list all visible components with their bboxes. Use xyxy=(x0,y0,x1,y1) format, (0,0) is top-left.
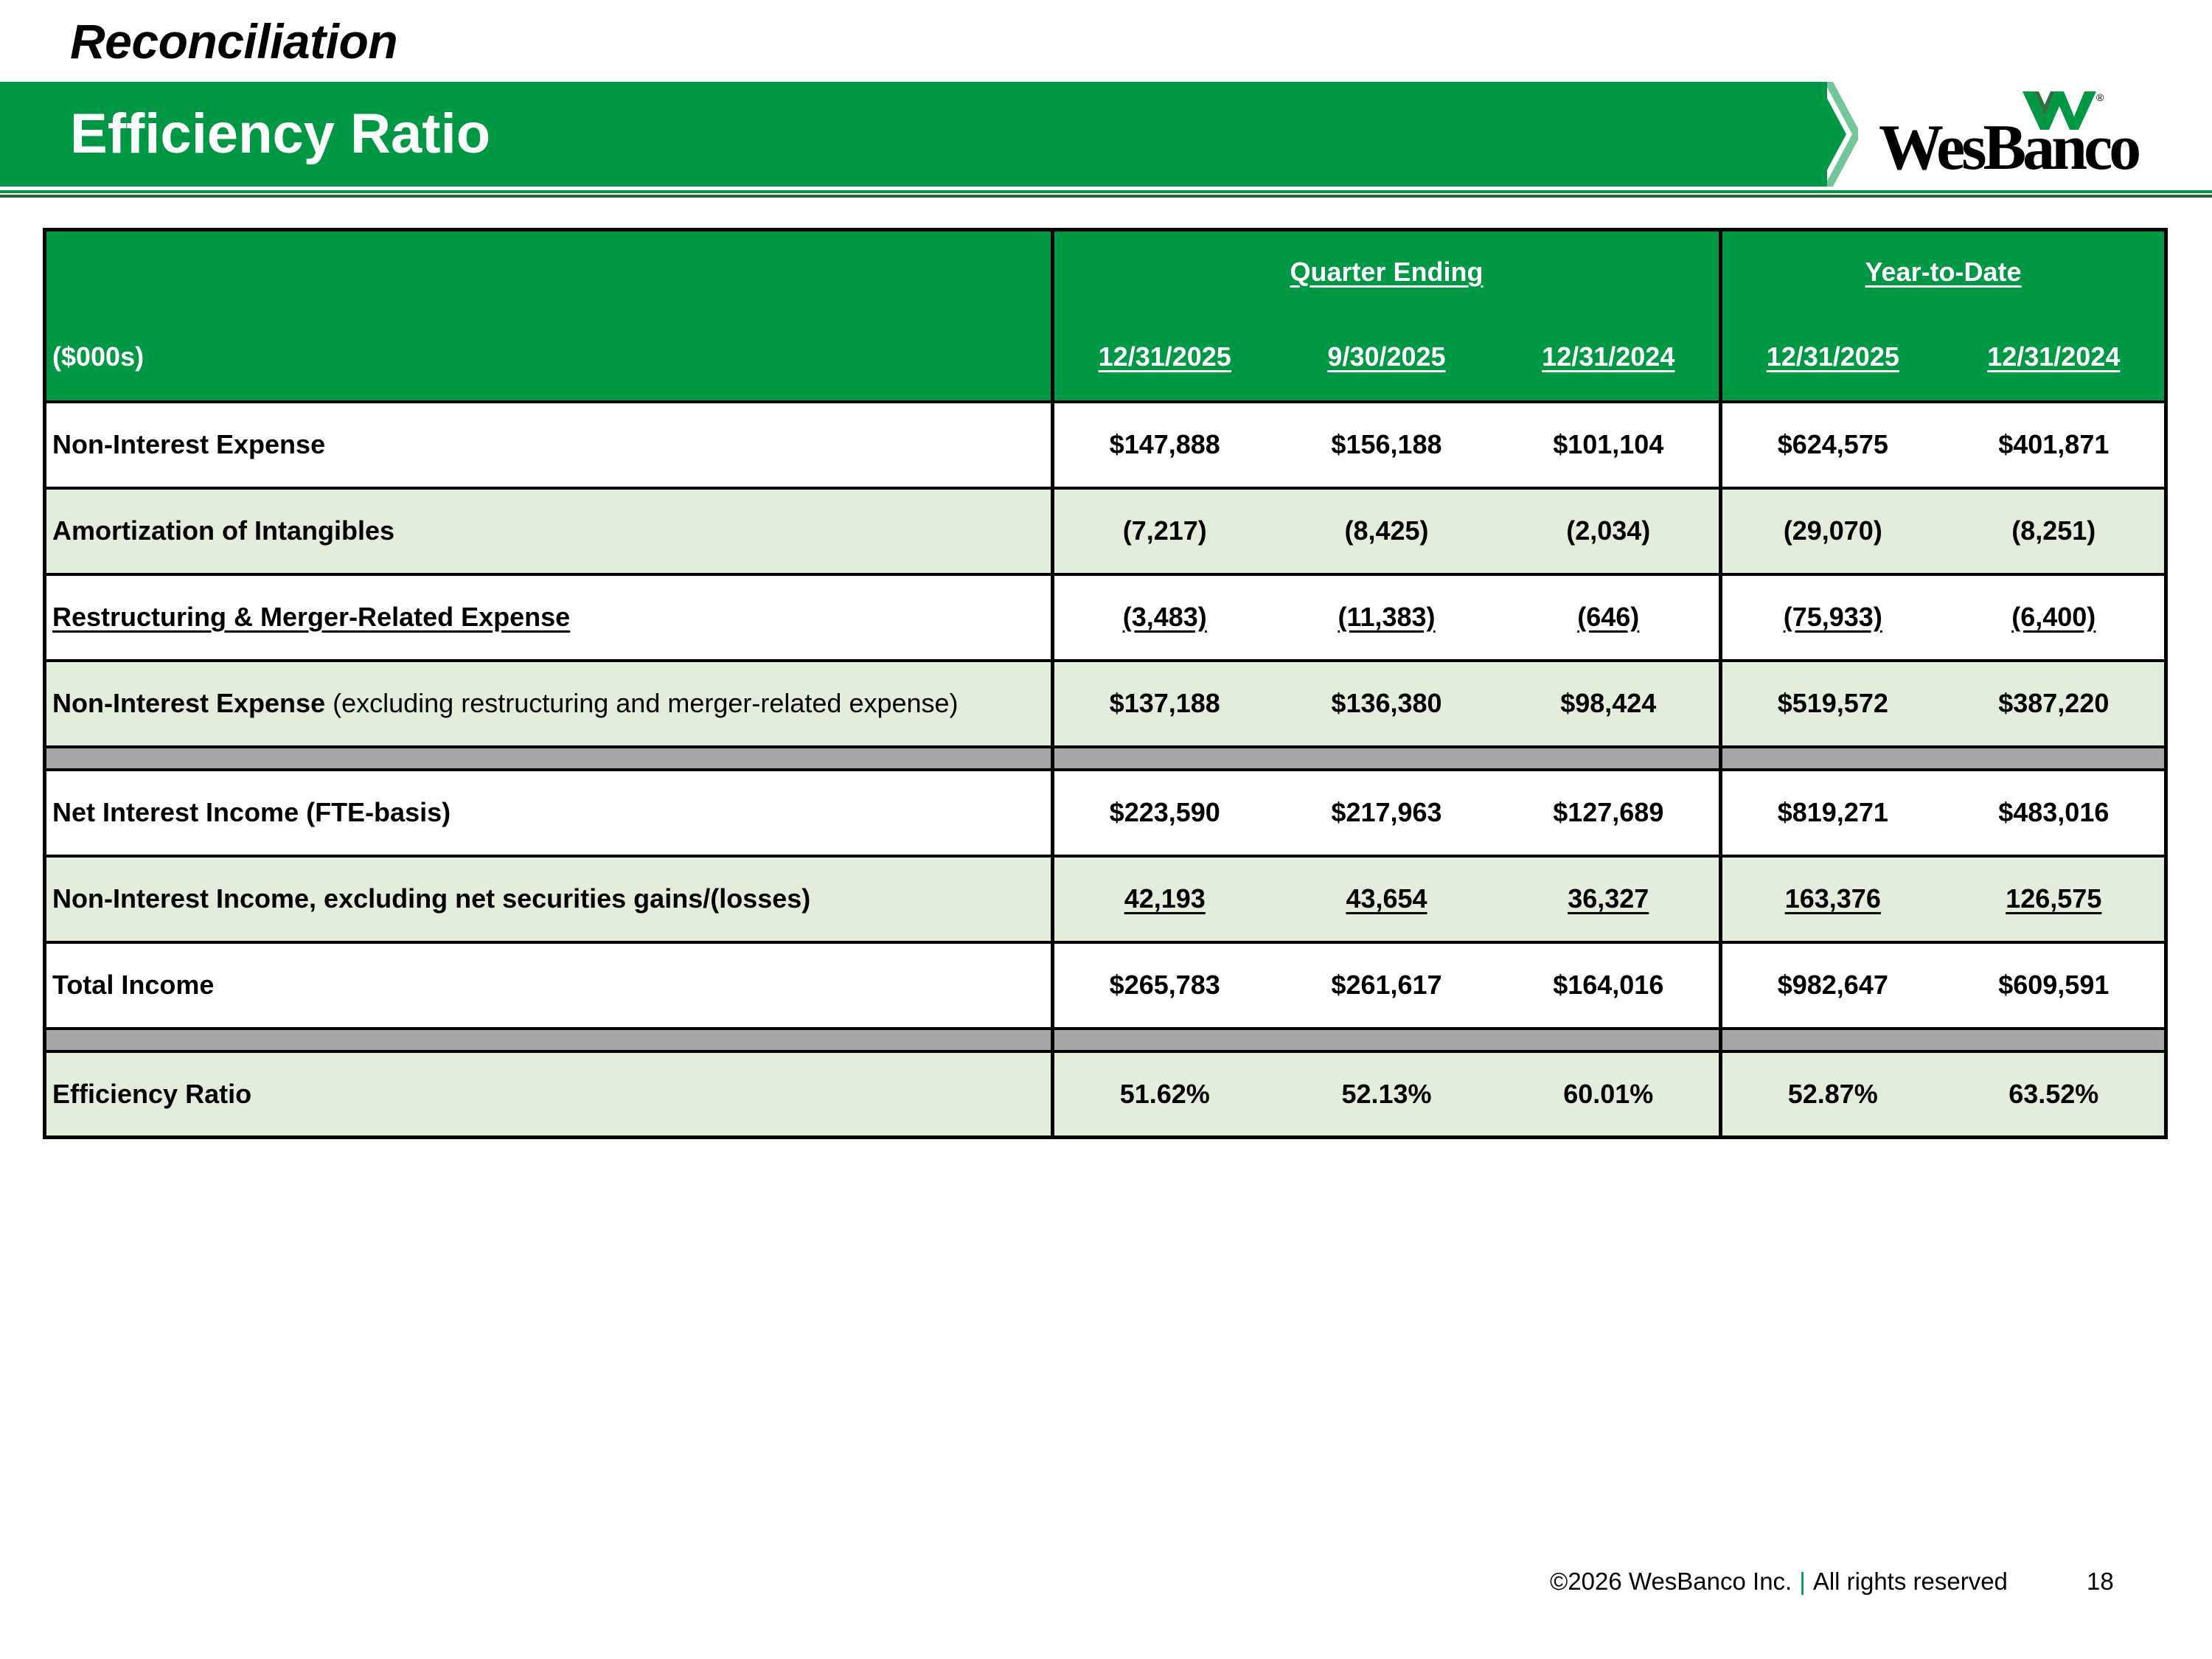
page-title: Efficiency Ratio xyxy=(70,102,490,166)
page-number: 18 xyxy=(2087,1568,2114,1596)
cell-value: 51.62% xyxy=(1053,1051,1276,1138)
date-header: 12/31/2025 xyxy=(1099,341,1231,372)
wesbanco-logo: WesBanco xyxy=(1879,111,2138,185)
cell-value: $101,104 xyxy=(1498,402,1721,488)
cell-value: 60.01% xyxy=(1498,1051,1721,1138)
cell-value: (8,251) xyxy=(1944,488,2166,574)
cell-value: $98,424 xyxy=(1498,661,1721,747)
cell-value: $483,016 xyxy=(1944,770,2166,856)
row-label: Efficiency Ratio xyxy=(45,1051,1053,1138)
row-label: Net Interest Income (FTE-basis) xyxy=(45,770,1053,856)
row-label: Total Income xyxy=(45,942,1053,1029)
cell-value: (3,483) xyxy=(1123,602,1207,632)
cell-value: 52.13% xyxy=(1276,1051,1498,1138)
cell-value: $261,617 xyxy=(1276,942,1498,1029)
cell-value: (75,933) xyxy=(1784,602,1882,632)
date-header: 9/30/2025 xyxy=(1327,341,1445,372)
row-label: Amortization of Intangibles xyxy=(45,488,1053,574)
row-label-note: (excluding restructuring and merger-rela… xyxy=(333,688,958,718)
banner-chevron-icon xyxy=(1799,82,1858,187)
cell-value: $401,871 xyxy=(1944,402,2166,488)
cell-value: 126,575 xyxy=(2006,883,2101,914)
table-row: Non-Interest Expense (excluding restruct… xyxy=(45,661,2166,747)
table-date-header: ($000s) 12/31/2025 9/30/2025 12/31/2024 … xyxy=(45,313,2166,402)
cell-value: $127,689 xyxy=(1498,770,1721,856)
cell-value: $609,591 xyxy=(1944,942,2166,1029)
cell-value: $265,783 xyxy=(1053,942,1276,1029)
footer-separator: | xyxy=(1792,1568,1813,1595)
row-label: Non-Interest Income, excluding net secur… xyxy=(45,856,1053,942)
cell-value: $982,647 xyxy=(1721,942,1944,1029)
cell-value: (646) xyxy=(1577,602,1639,632)
rights-text: All rights reserved xyxy=(1813,1568,2008,1595)
table-row: Restructuring & Merger-Related Expense (… xyxy=(45,574,2166,661)
row-label: Restructuring & Merger-Related Expense xyxy=(52,602,570,632)
spacer-row xyxy=(45,1029,2166,1051)
table-row: Non-Interest Expense $147,888 $156,188 $… xyxy=(45,402,2166,488)
date-header: 12/31/2025 xyxy=(1767,341,1899,372)
table-row: Non-Interest Income, excluding net secur… xyxy=(45,856,2166,942)
date-header: 12/31/2024 xyxy=(1987,341,2120,372)
cell-value: $223,590 xyxy=(1053,770,1276,856)
quarter-ending-header: Quarter Ending xyxy=(1290,257,1484,287)
divider-line-dark xyxy=(0,195,2212,198)
cell-value: $147,888 xyxy=(1053,402,1276,488)
cell-value: $387,220 xyxy=(1944,661,2166,747)
cell-value: 43,654 xyxy=(1346,883,1427,914)
cell-value: (7,217) xyxy=(1053,488,1276,574)
cell-value: 52.87% xyxy=(1721,1051,1944,1138)
cell-value: (8,425) xyxy=(1276,488,1498,574)
spacer-row xyxy=(45,747,2166,770)
cell-value: (29,070) xyxy=(1721,488,1944,574)
cell-value: (2,034) xyxy=(1498,488,1721,574)
cell-value: (11,383) xyxy=(1338,602,1435,632)
footer: ©2026 WesBanco Inc. | All rights reserved xyxy=(1550,1568,2008,1596)
cell-value: $819,271 xyxy=(1721,770,1944,856)
divider-line xyxy=(0,190,2212,193)
copyright-text: ©2026 WesBanco Inc. xyxy=(1550,1568,1792,1595)
cell-value: $519,572 xyxy=(1721,661,1944,747)
cell-value: $217,963 xyxy=(1276,770,1498,856)
row-label: Non-Interest Expense xyxy=(45,402,1053,488)
unit-label: ($000s) xyxy=(45,313,1053,402)
cell-value: 42,193 xyxy=(1124,883,1206,914)
cell-value: (6,400) xyxy=(2011,602,2096,632)
cell-value: $156,188 xyxy=(1276,402,1498,488)
table-group-header: Quarter Ending Year-to-Date xyxy=(45,230,2166,313)
row-label: Non-Interest Expense xyxy=(52,688,325,718)
table-row: Net Interest Income (FTE-basis) $223,590… xyxy=(45,770,2166,856)
cell-value: $137,188 xyxy=(1053,661,1276,747)
efficiency-ratio-table: Quarter Ending Year-to-Date ($000s) 12/3… xyxy=(43,228,2168,1139)
table-row: Efficiency Ratio 51.62% 52.13% 60.01% 52… xyxy=(45,1051,2166,1138)
cell-value: 36,327 xyxy=(1568,883,1649,914)
cell-value: $164,016 xyxy=(1498,942,1721,1029)
cell-value: $136,380 xyxy=(1276,661,1498,747)
registered-mark: ® xyxy=(2096,91,2104,103)
year-to-date-header: Year-to-Date xyxy=(1865,257,2022,287)
table-row: Amortization of Intangibles (7,217) (8,4… xyxy=(45,488,2166,574)
section-title: Reconciliation xyxy=(70,13,397,69)
cell-value: 63.52% xyxy=(1944,1051,2166,1138)
cell-value: 163,376 xyxy=(1785,883,1881,914)
date-header: 12/31/2024 xyxy=(1542,341,1674,372)
cell-value: $624,575 xyxy=(1721,402,1944,488)
table-row: Total Income $265,783 $261,617 $164,016 … xyxy=(45,942,2166,1029)
